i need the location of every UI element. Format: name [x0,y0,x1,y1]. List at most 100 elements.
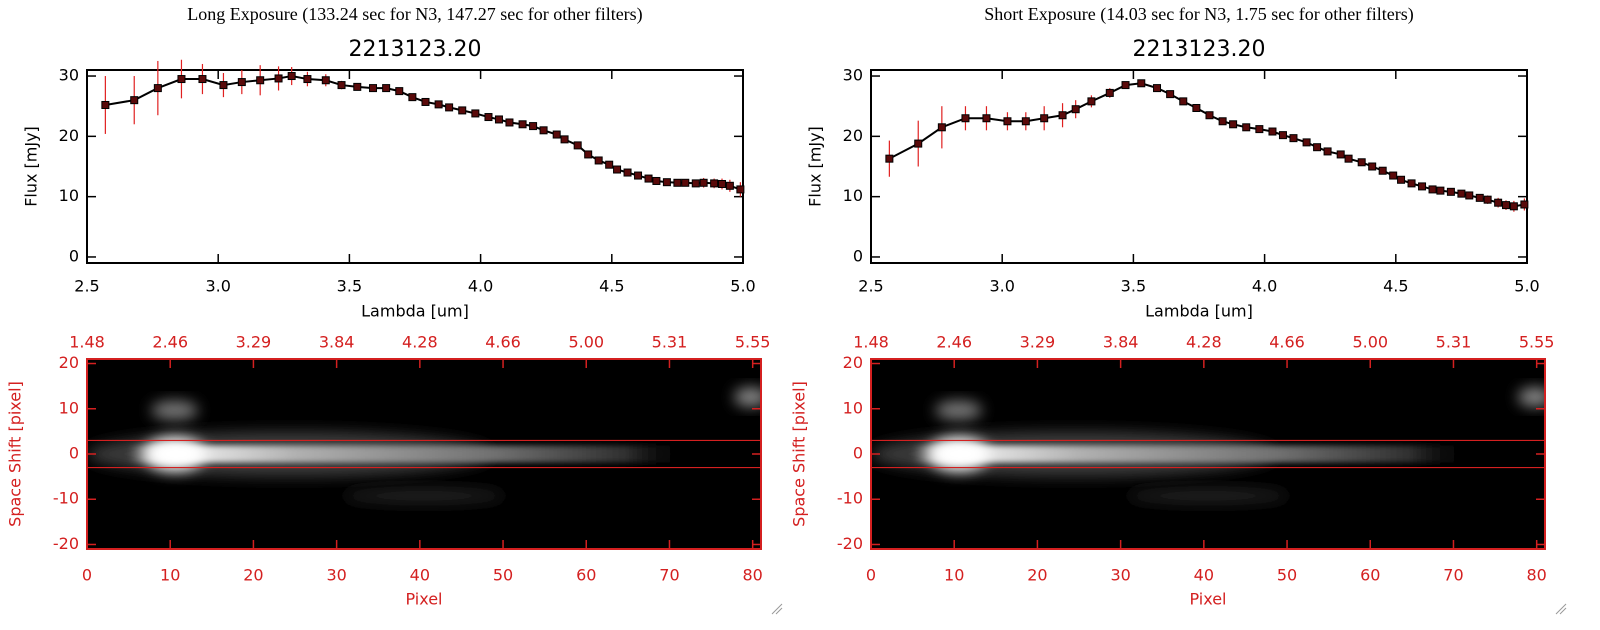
x-tick-label: 10 [160,566,180,585]
y-tick-label: -10 [53,489,79,508]
blob [151,400,199,420]
point-marker [594,156,603,165]
point-marker [673,178,682,187]
point-marker [1302,138,1311,147]
point-marker [644,174,653,183]
point-marker [1407,179,1416,188]
point-marker [1166,90,1175,99]
point-marker [718,179,727,188]
image [871,359,1545,549]
point-marker [1483,195,1492,204]
x-tick-label: 80 [742,566,762,585]
point-marker [1368,162,1377,171]
point-marker [395,87,404,96]
y-tick-label: 0 [853,246,863,265]
x-tick-label: 2.5 [74,277,99,296]
point-marker [1071,105,1080,114]
point-marker [1520,200,1529,209]
x-tick-label: 30 [1110,566,1130,585]
point-marker [1336,150,1345,159]
streak [127,445,694,463]
point-marker [369,84,378,93]
y-tick-label: 0 [69,246,79,265]
x2-tick-label: 5.31 [1436,333,1472,352]
image [87,359,761,549]
y-axis-label: Flux [mJy] [806,126,825,207]
x2-tick-label: 4.66 [1269,333,1305,352]
point-marker [353,82,362,91]
point-marker [505,118,514,127]
y-tick-label: 20 [59,353,79,372]
point-marker [1509,202,1518,211]
y-tick-label: 20 [843,353,863,372]
x2-tick-label: 3.29 [1020,333,1056,352]
x2-tick-label: 4.28 [1186,333,1222,352]
x2-tick-label: 4.66 [485,333,521,352]
point-marker [198,75,207,84]
x-tick-label: 20 [1027,566,1047,585]
point-marker [1040,114,1049,123]
point-marker [710,179,719,188]
x-tick-label: 3.0 [989,277,1014,296]
point-marker [662,178,671,187]
y-tick-label: 10 [59,398,79,417]
x2-tick-label: 1.48 [853,333,889,352]
chart-title: 2213123.20 [349,37,482,62]
point-marker [634,171,643,180]
point-marker [1357,158,1366,167]
blob [734,387,761,407]
x-tick-label: 10 [944,566,964,585]
x-tick-label: 4.0 [1252,277,1277,296]
point-marker [1003,117,1012,126]
point-marker [1218,117,1227,126]
point-marker [1255,125,1264,134]
chart-title: 2213123.20 [1133,37,1266,62]
point-marker [1192,103,1201,112]
point-marker [382,84,391,93]
y-tick-label: 0 [853,444,863,463]
point-marker [303,75,312,84]
point-marker [725,181,734,190]
blob [343,488,505,504]
point-marker [652,176,661,185]
x-tick-label: 50 [493,566,513,585]
caption: Short Exposure (14.03 sec for N3, 1.75 s… [984,4,1413,25]
x-axis-label: Lambda [um] [1145,302,1253,321]
x2-tick-label: 5.55 [1519,333,1555,352]
x-tick-label: 3.5 [337,277,362,296]
point-marker [130,96,139,105]
x2-tick-label: 3.29 [236,333,272,352]
point-marker [1446,187,1455,196]
x2-tick-label: 2.46 [152,333,188,352]
point-marker [518,120,527,129]
point-marker [560,135,569,144]
caption: Long Exposure (133.24 sec for N3, 147.27… [187,4,642,25]
x-tick-label: 30 [326,566,346,585]
resize-grip [771,603,1567,615]
plot-frame [870,69,1528,264]
point-marker [1457,189,1466,198]
x2-tick-label: 5.31 [652,333,688,352]
blob [1518,387,1545,407]
x-tick-label: 0 [82,566,92,585]
y-tick-label: 10 [843,398,863,417]
point-marker [1205,111,1214,120]
point-marker [1058,111,1067,120]
x-tick-label: 4.0 [468,277,493,296]
point-marker [1378,166,1387,175]
point-marker [337,81,346,90]
x-axis-label: Lambda [um] [361,302,469,321]
point-marker [1344,154,1353,163]
x-tick-label: 70 [1443,566,1463,585]
plot-frame [86,69,744,264]
point-marker [494,115,503,124]
point-marker [613,165,622,174]
point-marker [982,114,991,123]
y-axis-label: Space Shift [pixel] [6,381,25,527]
x2-tick-label: 3.84 [319,333,355,352]
x2-tick-label: 5.55 [735,333,771,352]
blob [935,400,983,420]
point-marker [1021,117,1030,126]
point-marker [274,74,283,83]
point-marker [681,178,690,187]
